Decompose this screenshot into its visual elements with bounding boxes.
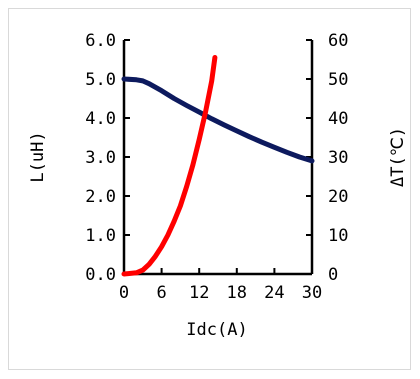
y-left-tick-label: 0.0: [85, 265, 116, 285]
x-tick-label: 24: [264, 283, 284, 303]
y-left-tick-label: 2.0: [85, 187, 116, 207]
x-axis-label: Idc(A): [186, 320, 247, 340]
y-left-tick-label: 6.0: [85, 31, 116, 51]
chart-frame: [8, 8, 411, 370]
x-tick-label: 6: [156, 283, 166, 303]
x-tick-label: 0: [119, 283, 129, 303]
y-right-tick-label: 30: [328, 148, 348, 168]
inductance-series-line: [121, 76, 315, 164]
y-right-tick-label: 50: [328, 70, 348, 90]
temperature-rise-series-line: [121, 55, 218, 277]
y-axis-right-label: ΔT(℃): [388, 127, 408, 187]
y-right-tick-label: 0: [328, 265, 338, 285]
y-right-tick-label: 20: [328, 187, 348, 207]
y-right-tick-label: 10: [328, 226, 348, 246]
y-left-tick-label: 1.0: [85, 226, 116, 246]
y-left-tick-label: 4.0: [85, 109, 116, 129]
series-layer: [121, 55, 315, 277]
axes-group: 0.0 1.0 2.0 3.0 4.0 5.0 6.0 0 10 20 30 40 50 60 0 6 12 18…: [85, 31, 348, 303]
y-axis-left-label: L(uH): [28, 131, 48, 182]
x-tick-label: 30: [302, 283, 322, 303]
x-tick-label: 12: [189, 283, 209, 303]
y-right-tick-label: 60: [328, 31, 348, 51]
y-left-tick-label: 5.0: [85, 70, 116, 90]
y-left-tick-label: 3.0: [85, 148, 116, 168]
y-right-tick-label: 40: [328, 109, 348, 129]
x-tick-label: 18: [227, 283, 247, 303]
